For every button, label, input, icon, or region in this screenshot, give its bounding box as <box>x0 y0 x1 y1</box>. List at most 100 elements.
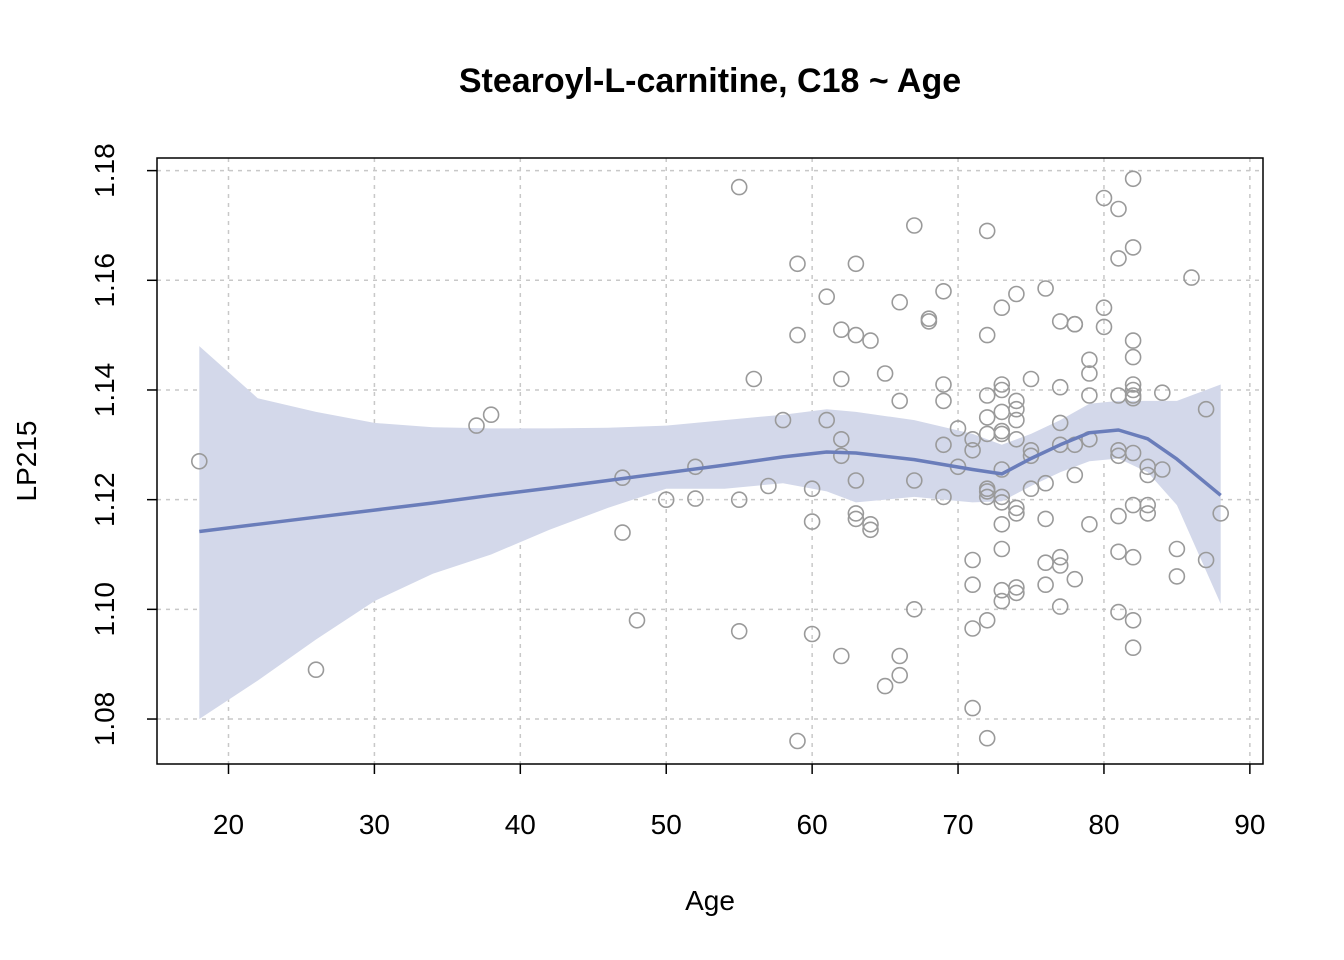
data-point <box>1051 378 1069 396</box>
data-point <box>964 551 981 569</box>
data-point <box>1197 400 1215 418</box>
data-point <box>978 326 996 344</box>
data-point <box>847 510 865 528</box>
data-point <box>1110 543 1127 561</box>
data-point <box>1139 505 1156 522</box>
data-point <box>1051 598 1069 615</box>
data-point <box>891 666 909 684</box>
data-point <box>1037 474 1054 492</box>
x-tick-label: 30 <box>359 809 390 840</box>
data-point <box>1124 348 1142 366</box>
data-point <box>1081 387 1098 404</box>
chart-title: Stearoyl-L-carnitine, C18 ~ Age <box>459 62 961 100</box>
data-point <box>760 477 777 495</box>
data-point <box>307 661 325 679</box>
data-point <box>832 321 850 339</box>
data-point <box>1022 370 1040 388</box>
data-point <box>1008 392 1025 410</box>
data-point <box>730 622 748 640</box>
data-point <box>935 436 952 454</box>
data-point <box>774 411 792 429</box>
data-point <box>993 494 1011 511</box>
data-point <box>978 387 996 404</box>
x-tick-label: 80 <box>1088 809 1119 840</box>
data-point <box>1008 505 1025 522</box>
data-point <box>1095 318 1113 336</box>
data-point <box>1081 515 1098 533</box>
data-point <box>1008 411 1025 429</box>
confidence-band <box>199 346 1221 719</box>
data-point <box>614 524 631 541</box>
data-point <box>803 480 821 498</box>
data-point <box>1124 170 1142 188</box>
data-points <box>191 170 1229 750</box>
data-point <box>847 505 865 522</box>
y-tick-label: 1.18 <box>89 143 120 198</box>
data-point <box>1110 603 1127 621</box>
data-point <box>862 521 879 539</box>
data-point <box>1008 285 1025 303</box>
data-point <box>1081 351 1098 369</box>
data-point <box>1037 510 1054 528</box>
data-point <box>1008 400 1025 418</box>
data-point <box>891 392 909 410</box>
data-point <box>628 611 646 629</box>
data-point <box>657 491 675 509</box>
data-point <box>789 326 806 344</box>
data-point <box>1183 269 1200 286</box>
data-point <box>482 406 500 424</box>
data-point <box>730 491 748 509</box>
data-point <box>818 288 836 306</box>
data-point <box>935 282 952 300</box>
data-point <box>1022 480 1040 498</box>
data-point <box>891 293 909 311</box>
data-point <box>1168 568 1186 585</box>
data-point <box>891 647 909 665</box>
data-point <box>1008 584 1025 602</box>
data-point <box>1008 430 1025 448</box>
x-tick-label: 40 <box>505 809 536 840</box>
data-point <box>1008 579 1025 596</box>
data-point <box>935 376 952 393</box>
data-point <box>468 417 485 434</box>
data-point <box>847 326 865 344</box>
data-point <box>745 370 763 388</box>
data-point <box>803 625 821 643</box>
data-point <box>920 313 938 330</box>
x-tick-label: 70 <box>942 809 973 840</box>
data-point <box>1154 384 1171 402</box>
y-tick-label: 1.10 <box>89 582 120 637</box>
data-point <box>978 425 996 443</box>
data-point <box>789 732 806 750</box>
data-point <box>978 409 996 426</box>
data-point <box>1066 466 1084 484</box>
data-point <box>978 729 996 747</box>
data-point <box>832 447 850 465</box>
data-point <box>1139 466 1156 484</box>
data-point <box>993 540 1011 558</box>
data-point <box>862 515 879 533</box>
data-point <box>1212 505 1229 522</box>
data-point <box>876 365 894 382</box>
data-point <box>993 381 1011 399</box>
data-point <box>1124 639 1142 657</box>
data-point <box>964 620 981 637</box>
y-axis: 1.08 1.10 1.12 1.14 1.16 1.18 <box>89 143 157 746</box>
data-point <box>905 472 923 489</box>
data-point <box>862 332 879 349</box>
data-point <box>1110 507 1127 525</box>
y-tick-label: 1.08 <box>89 692 120 747</box>
data-point <box>993 515 1011 533</box>
data-point <box>1037 576 1054 594</box>
data-point <box>1081 365 1098 382</box>
y-tick-label: 1.16 <box>89 253 120 308</box>
data-point <box>1124 376 1142 393</box>
data-point <box>1066 570 1084 588</box>
data-point <box>1008 499 1025 517</box>
x-tick-label: 50 <box>651 809 682 840</box>
x-axis: 20 30 40 50 60 70 80 90 <box>213 764 1265 840</box>
data-point <box>1110 387 1127 404</box>
data-point <box>978 222 996 240</box>
data-point <box>847 255 865 273</box>
